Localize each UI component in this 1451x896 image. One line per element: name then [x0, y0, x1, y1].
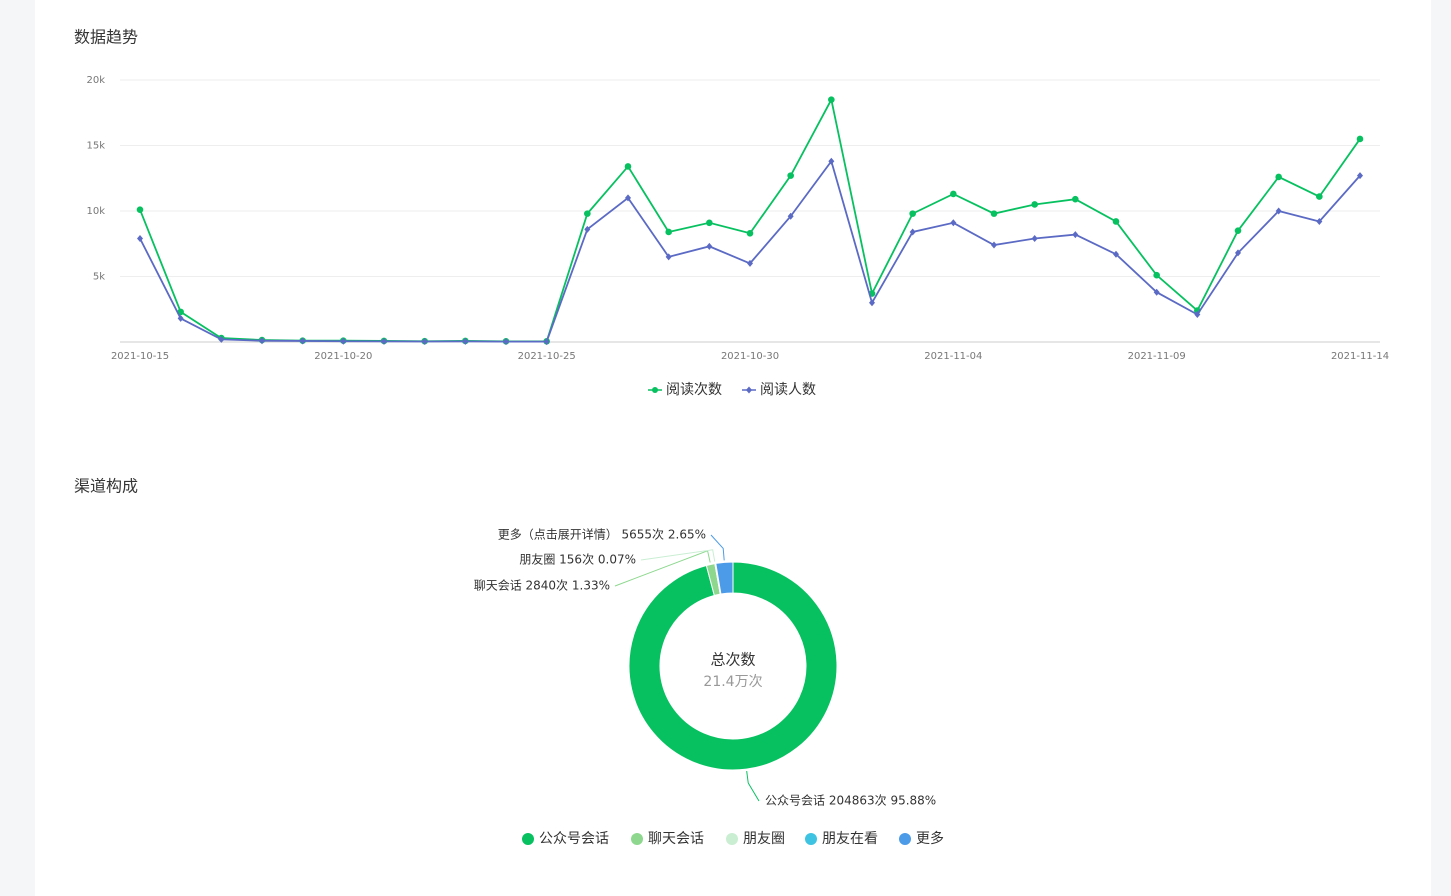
point: [950, 219, 957, 227]
point: [990, 210, 998, 217]
slice-label: 更多（点击展开详情） 5655次 2.65%: [498, 527, 706, 542]
point: [1072, 231, 1079, 239]
x-tick-label: 2021-10-20: [314, 351, 372, 362]
point: [584, 225, 591, 233]
point: [462, 337, 469, 345]
x-tick-label: 2021-11-09: [1128, 351, 1186, 362]
leader-line: [746, 771, 760, 802]
leader-line: [710, 534, 725, 561]
point: [340, 337, 347, 345]
point: [1113, 250, 1119, 258]
point: [1112, 218, 1120, 225]
point: [137, 235, 143, 243]
line-chart-title: 数据趋势: [74, 28, 138, 47]
legend-marker: [746, 386, 752, 394]
legend-label: 阅读次数: [666, 381, 722, 398]
point: [665, 253, 672, 261]
point: [1153, 271, 1160, 279]
point: [746, 229, 754, 237]
slice-label: 朋友圈 156次 0.07%: [519, 553, 636, 567]
point: [706, 242, 713, 250]
legend-marker: [631, 833, 643, 845]
legend-marker: [522, 833, 534, 845]
point: [828, 96, 835, 103]
point: [624, 163, 632, 170]
point: [991, 241, 997, 249]
point: [1275, 207, 1282, 215]
legend-marker: [805, 833, 817, 845]
point: [1356, 135, 1364, 143]
leader-line: [640, 549, 716, 562]
point: [259, 337, 265, 345]
point: [299, 337, 306, 345]
legend-label: 公众号会话: [539, 831, 609, 847]
point: [828, 157, 835, 165]
point: [1194, 310, 1201, 318]
point: [584, 210, 591, 217]
legend-label: 朋友在看: [822, 831, 878, 847]
legend-marker: [652, 387, 658, 393]
point: [1031, 201, 1038, 208]
legend-label: 阅读人数: [760, 381, 816, 398]
point: [909, 210, 916, 217]
point: [177, 314, 184, 322]
point: [950, 190, 957, 198]
center-value: 21.4万次: [703, 674, 762, 690]
point: [421, 337, 428, 345]
x-tick-label: 2021-10-25: [518, 351, 576, 362]
slice-label: 聊天会话 2840次 1.33%: [474, 579, 610, 593]
x-tick-label: 2021-11-04: [924, 351, 982, 362]
y-tick-label: 10k: [86, 206, 105, 217]
point: [218, 335, 225, 343]
point: [869, 299, 875, 307]
point: [1275, 173, 1282, 181]
x-tick-label: 2021-11-14: [1331, 351, 1389, 362]
point: [787, 172, 794, 179]
point: [665, 228, 672, 236]
legend-label: 朋友圈: [743, 831, 785, 847]
point: [1153, 288, 1160, 296]
y-tick-label: 5k: [93, 272, 105, 283]
point: [136, 206, 144, 213]
slice-label: 公众号会话 204863次 95.88%: [765, 794, 936, 808]
point: [747, 259, 753, 267]
legend-label: 聊天会话: [648, 831, 704, 847]
point: [1316, 217, 1323, 225]
x-tick-label: 2021-10-15: [111, 351, 169, 362]
point: [909, 228, 916, 236]
point: [1357, 172, 1363, 180]
legend-marker: [899, 833, 911, 845]
point: [543, 338, 550, 346]
donut-chart-title: 渠道构成: [74, 477, 138, 496]
point: [1031, 235, 1038, 243]
point: [706, 219, 713, 227]
point: [1316, 193, 1323, 200]
center-title: 总次数: [710, 651, 755, 669]
legend-marker: [726, 833, 738, 845]
point: [381, 337, 387, 345]
y-tick-label: 15k: [86, 141, 105, 152]
donut-slice: [628, 561, 838, 771]
point: [625, 194, 631, 202]
point: [787, 212, 794, 220]
point: [503, 338, 509, 346]
point: [1234, 227, 1242, 234]
y-tick-label: 20k: [86, 75, 105, 86]
x-tick-label: 2021-10-30: [721, 351, 779, 362]
donut-slice: [715, 561, 734, 595]
point: [1235, 249, 1241, 257]
legend-label: 更多: [916, 830, 944, 847]
point: [1072, 195, 1079, 203]
